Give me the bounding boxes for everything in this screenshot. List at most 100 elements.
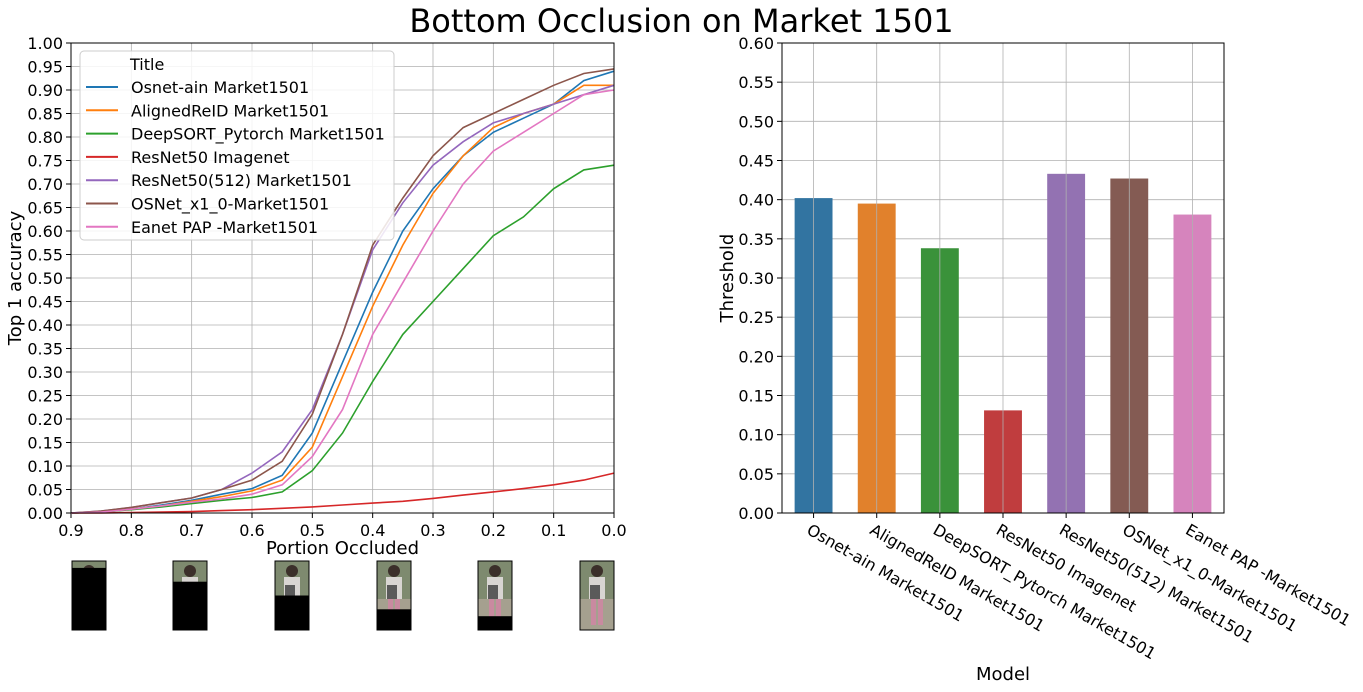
x-tick-label: 0.9 [58, 521, 83, 540]
y-tick-label: 0.85 [27, 105, 63, 124]
thumb-frame [71, 560, 107, 631]
y-tick-label: 0.20 [27, 410, 63, 429]
thumb-leg [496, 599, 501, 625]
thumb-head [388, 565, 400, 577]
thumb-frame [477, 560, 513, 631]
thumb-bag [387, 585, 397, 599]
y-tick-label: 0.05 [27, 481, 63, 500]
thumb-occluder [377, 609, 411, 630]
y-tick-label: 0.30 [27, 363, 63, 382]
y-tick-label: 0.30 [738, 269, 774, 288]
series-line-7 [70, 89, 615, 514]
x-tick-label: 0.6 [239, 521, 264, 540]
y-tick-label: 0.05 [738, 465, 774, 484]
y-axis-label: Top 1 accuracy [5, 210, 26, 346]
thumbnail [274, 560, 310, 631]
y-tick-label: 0.35 [738, 230, 774, 249]
thumb-occluder [72, 567, 106, 630]
plot-frame [781, 42, 1225, 514]
y-tick-label: 0.90 [27, 81, 63, 100]
y-tick-label: 0.20 [738, 347, 774, 366]
y-axis-label: Threshold [717, 234, 738, 324]
y-tick-label: 0.55 [738, 73, 774, 92]
y-tick-label: 0.40 [27, 316, 63, 335]
legend-label: AlignedReID Market1501 [131, 101, 329, 120]
legend-title: Title [129, 55, 164, 74]
x-tick-label: 0.3 [420, 521, 445, 540]
y-tick-label: 0.60 [738, 34, 774, 53]
thumb-occluder [478, 616, 512, 630]
thumbnail [71, 560, 107, 631]
y-tick-label: 0.80 [27, 128, 63, 147]
thumbnail [579, 560, 615, 631]
legend-label: Osnet-ain Market1501 [131, 78, 309, 97]
y-tick-label: 0.50 [27, 269, 63, 288]
y-tick-label: 0.00 [738, 504, 774, 523]
y-tick-label: 0.70 [27, 175, 63, 194]
y-tick-label: 0.55 [27, 246, 63, 265]
x-axis-label: Portion Occluded [266, 538, 419, 559]
thumb-head [489, 565, 501, 577]
y-tick-label: 0.60 [27, 222, 63, 241]
bar-chart: 0.00 0.05 0.10 0.15 0.20 0.25 0.30 0.35 0.40 0.45… [717, 34, 1354, 685]
thumb-occluder [173, 581, 207, 630]
legend-label: OSNet_x1_0-Market1501 [131, 195, 329, 215]
y-tick-label: 1.00 [27, 34, 63, 53]
x-tick-label: 0.5 [300, 521, 325, 540]
thumbnail [172, 560, 208, 631]
occlusion-thumbnails [71, 560, 615, 631]
legend-label: Eanet PAP -Market1501 [131, 218, 318, 237]
thumb-occluder [275, 595, 309, 630]
legend-label: ResNet50(512) Market1501 [131, 171, 352, 190]
y-tick-label: 0.50 [738, 112, 774, 131]
thumb-bag [488, 585, 498, 599]
plot-frame [70, 42, 615, 514]
x-tick-label: 0.7 [179, 521, 204, 540]
thumb-frame [376, 560, 412, 631]
page-title: Bottom Occlusion on Market 1501 [409, 2, 954, 40]
y-tick-label: 0.45 [738, 152, 774, 171]
y-tick-label: 0.10 [27, 457, 63, 476]
thumbnail [477, 560, 513, 631]
y-tick-label: 0.45 [27, 293, 63, 312]
y-tick-label: 0.95 [27, 58, 63, 77]
thumb-leg [489, 599, 494, 625]
y-tick-label: 0.15 [27, 434, 63, 453]
thumb-head [286, 565, 298, 577]
x-tick-label: 0.2 [481, 521, 506, 540]
x-tick-label: 0.1 [541, 521, 566, 540]
series-line-1 [70, 70, 615, 514]
x-tick-label: 0.4 [360, 521, 385, 540]
thumb-leg [591, 599, 596, 625]
thumb-frame [172, 560, 208, 631]
thumb-leg [598, 599, 603, 625]
y-tick-label: 0.00 [27, 504, 63, 523]
thumb-ground [580, 598, 614, 630]
thumb-frame [274, 560, 310, 631]
y-tick-label: 0.75 [27, 152, 63, 171]
thumb-bag [285, 585, 295, 599]
y-tick-label: 0.40 [738, 191, 774, 210]
series-line-4 [71, 472, 615, 514]
y-tick-label: 0.25 [738, 308, 774, 327]
thumb-head [184, 565, 196, 577]
x-axis-label: Model [976, 664, 1030, 685]
y-tick-label: 0.65 [27, 199, 63, 218]
series-line-6 [70, 68, 615, 514]
y-tick-label: 0.35 [27, 340, 63, 359]
y-tick-label: 0.25 [27, 387, 63, 406]
thumbnail [376, 560, 412, 631]
thumb-frame [579, 560, 615, 631]
legend-label: DeepSORT_Pytorch Market1501 [131, 125, 385, 145]
line-chart: 0.00 0.05 0.10 0.15 0.20 0.25 0.30 0.35 0.40 0.45… [5, 34, 627, 559]
x-tick-label: 0.0 [601, 521, 626, 540]
legend: Title Osnet-ain Market1501 AlignedReID Mar… [79, 50, 395, 241]
x-tick-label: 0.8 [119, 521, 144, 540]
legend-box [79, 50, 395, 241]
y-tick-label: 0.15 [738, 387, 774, 406]
thumb-head [591, 565, 603, 577]
thumb-bag [590, 585, 600, 599]
legend-label: ResNet50 Imagenet [131, 148, 289, 167]
series-line-3 [70, 164, 615, 514]
